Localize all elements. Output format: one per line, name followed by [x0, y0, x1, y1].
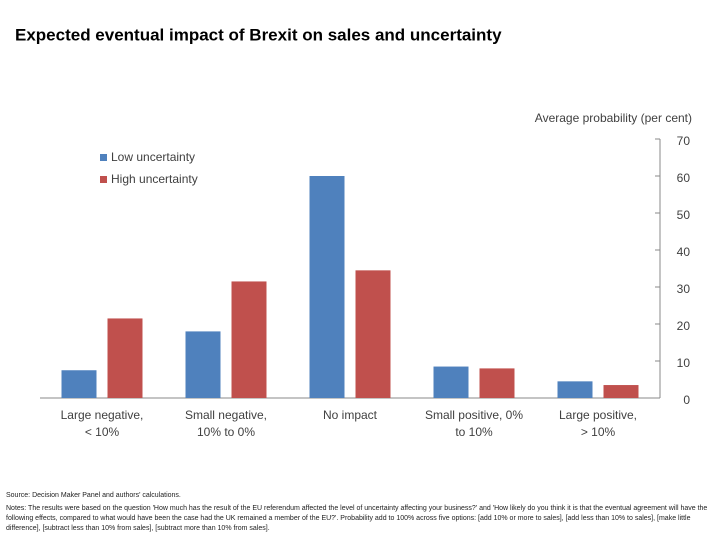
x-tick-label: Small positive, 0% to 10% — [425, 408, 523, 439]
legend-swatch — [100, 176, 107, 183]
bar — [355, 270, 391, 398]
y-tick-label: 20 — [677, 319, 691, 333]
x-tick-label: Large negative, < 10% — [61, 408, 144, 439]
legend-swatch — [100, 154, 107, 161]
y-tick-label: 0 — [683, 393, 690, 407]
bar — [231, 281, 267, 398]
bar — [309, 176, 345, 398]
legend-label: Low uncertainty — [111, 150, 195, 164]
y-tick-label: 10 — [677, 356, 691, 370]
y-tick-label: 70 — [677, 134, 691, 148]
bar — [185, 331, 221, 398]
chart: Expected eventual impact of Brexit on sa… — [15, 25, 692, 439]
bar — [61, 370, 97, 398]
chart-title: Expected eventual impact of Brexit on sa… — [15, 25, 502, 44]
bar — [433, 366, 469, 398]
x-tick-label: Small negative, 10% to 0% — [185, 408, 267, 439]
y-tick-label: 40 — [677, 245, 691, 259]
bar — [479, 368, 515, 398]
x-tick-label: No impact — [323, 408, 378, 422]
bar — [107, 318, 143, 398]
y-tick-label: 30 — [677, 282, 691, 296]
notes: Notes: The results were based on the que… — [6, 505, 708, 532]
bar — [603, 385, 639, 398]
y-axis-label: Average probability (per cent) — [535, 111, 692, 125]
x-tick-label: Large positive, > 10% — [559, 408, 637, 439]
source: Source: Decision Maker Panel and authors… — [6, 492, 181, 499]
legend-label: High uncertainty — [111, 172, 198, 186]
y-tick-label: 50 — [677, 208, 691, 222]
y-tick-label: 60 — [677, 171, 691, 185]
bar — [557, 381, 593, 398]
